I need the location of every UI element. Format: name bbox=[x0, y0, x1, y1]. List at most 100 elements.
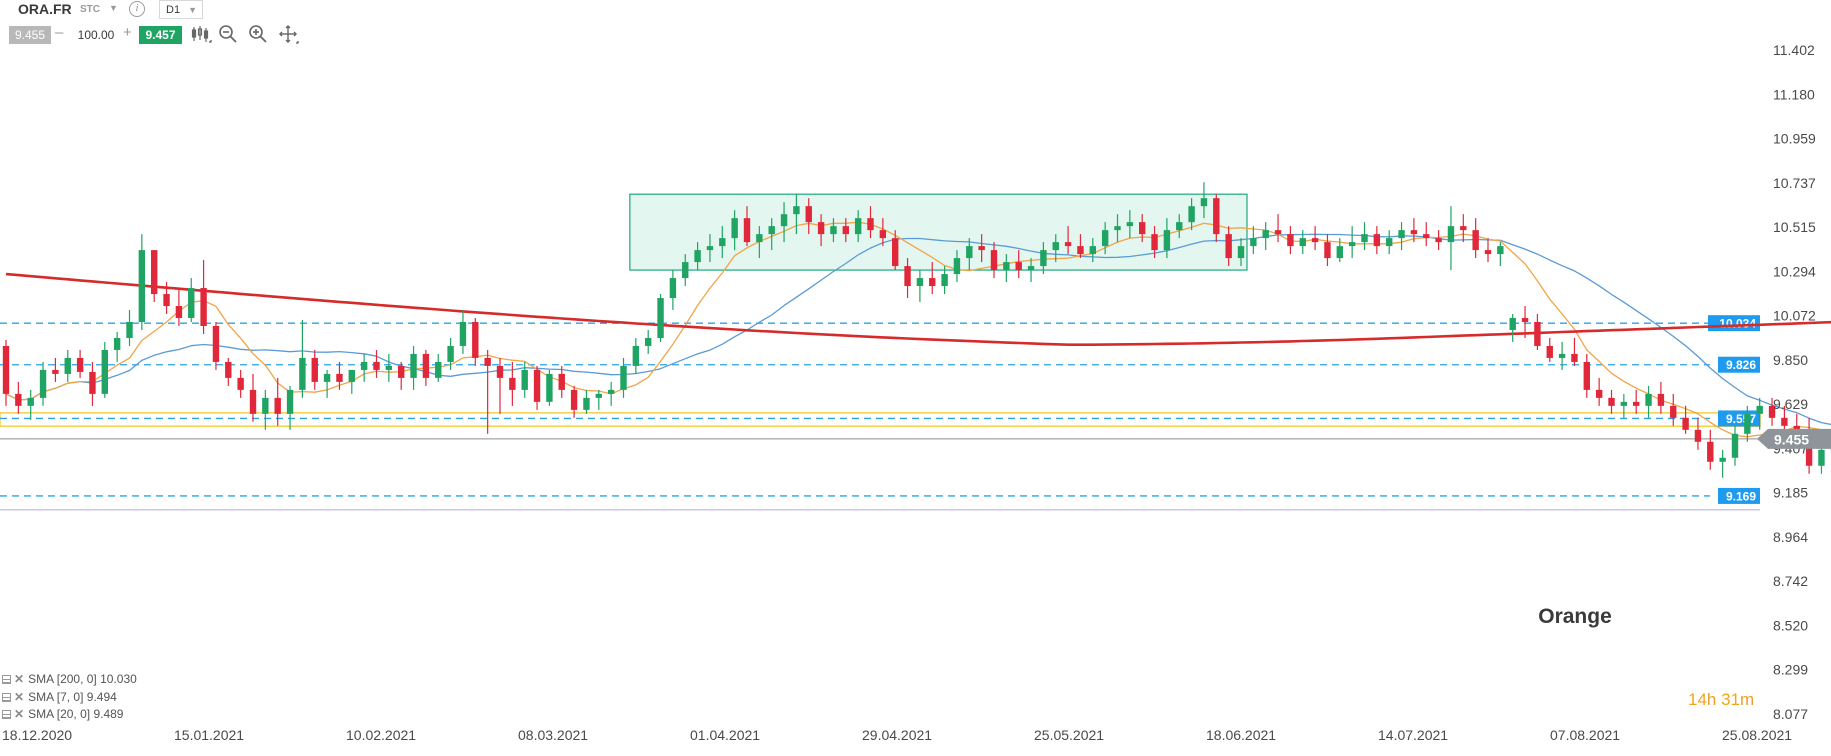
candle bbox=[607, 389, 615, 394]
candle bbox=[1768, 405, 1776, 418]
candle bbox=[126, 321, 133, 338]
close-icon[interactable]: ✕ bbox=[14, 672, 25, 686]
candle bbox=[200, 288, 207, 326]
candle bbox=[546, 373, 553, 402]
candle bbox=[793, 206, 800, 215]
settings-icon[interactable] bbox=[2, 675, 11, 684]
candle bbox=[1003, 262, 1010, 271]
candle bbox=[682, 262, 689, 279]
symbol-dropdown-icon[interactable]: ▼ bbox=[109, 3, 118, 13]
candle bbox=[966, 246, 973, 259]
candle bbox=[1657, 393, 1665, 406]
indicator-value: 9.489 bbox=[93, 707, 124, 721]
candle bbox=[1595, 389, 1603, 398]
sell-price-button[interactable]: 9.455 bbox=[9, 26, 51, 44]
x-tick-label: 15.01.2021 bbox=[174, 727, 244, 743]
interval-select[interactable]: D1 ▼ bbox=[159, 0, 203, 19]
candle bbox=[212, 325, 220, 362]
candle bbox=[373, 361, 380, 370]
candle bbox=[39, 369, 47, 398]
candle bbox=[175, 306, 183, 318]
candle bbox=[1262, 230, 1269, 239]
current-price-label: 9.455 bbox=[1774, 431, 1809, 447]
candle bbox=[1731, 433, 1739, 458]
candle bbox=[929, 278, 936, 287]
buy-price-button[interactable]: 9.457 bbox=[139, 26, 182, 44]
candle bbox=[632, 345, 640, 366]
sma-7-line bbox=[5, 221, 1831, 438]
settings-icon[interactable] bbox=[2, 692, 11, 702]
candle bbox=[1250, 238, 1257, 247]
candle bbox=[1793, 425, 1800, 430]
candle bbox=[1509, 317, 1516, 330]
candle bbox=[1682, 417, 1689, 430]
settings-icon[interactable] bbox=[2, 710, 11, 719]
candle bbox=[595, 393, 602, 398]
candle bbox=[398, 365, 405, 378]
candle bbox=[101, 349, 108, 394]
candle bbox=[1744, 413, 1751, 434]
candle bbox=[435, 361, 442, 378]
volume-decrease-button[interactable]: – bbox=[55, 24, 64, 41]
candle-countdown: 14h 31m bbox=[1688, 690, 1755, 709]
y-tick-label: 8.077 bbox=[1773, 706, 1808, 722]
candle bbox=[978, 246, 985, 251]
close-icon[interactable]: ✕ bbox=[14, 689, 25, 704]
y-tick-label: 10.737 bbox=[1773, 175, 1816, 191]
symbol-label[interactable]: ORA.FR bbox=[18, 1, 72, 17]
volume-input[interactable]: 100.00 bbox=[77, 28, 115, 42]
indicator-sma-7[interactable]: ✕ SMA [7, 0] 9.494 bbox=[2, 689, 137, 707]
y-tick-label: 10.515 bbox=[1773, 219, 1816, 235]
level-label: 10.034 bbox=[1719, 317, 1756, 331]
y-tick-label: 9.185 bbox=[1773, 485, 1808, 501]
candle bbox=[657, 298, 664, 338]
candle bbox=[1435, 238, 1442, 243]
candle bbox=[669, 278, 677, 299]
y-tick-label: 9.629 bbox=[1773, 396, 1808, 412]
candle bbox=[1719, 457, 1726, 462]
candle bbox=[1139, 222, 1146, 235]
candle bbox=[830, 226, 837, 235]
candle bbox=[743, 218, 751, 243]
info-icon[interactable]: i bbox=[129, 1, 145, 17]
candle bbox=[1398, 230, 1405, 239]
y-tick-label: 11.402 bbox=[1773, 42, 1815, 58]
candle bbox=[1311, 238, 1319, 243]
zoom-out-icon[interactable] bbox=[217, 23, 239, 45]
candle bbox=[768, 226, 775, 235]
x-tick-label: 18.06.2021 bbox=[1206, 727, 1276, 743]
candles-icon[interactable] bbox=[190, 23, 212, 45]
candle bbox=[620, 365, 627, 390]
candle bbox=[645, 337, 652, 346]
candle bbox=[805, 206, 812, 223]
volume-increase-button[interactable]: + bbox=[123, 24, 132, 41]
crosshair-move-icon[interactable] bbox=[277, 23, 299, 45]
candle bbox=[1694, 429, 1702, 442]
candle bbox=[1781, 417, 1788, 426]
x-tick-label: 01.04.2021 bbox=[690, 727, 760, 743]
close-icon[interactable]: ✕ bbox=[14, 707, 25, 721]
candle bbox=[496, 365, 504, 378]
level-label: 9.169 bbox=[1726, 489, 1756, 503]
x-tick-label: 25.08.2021 bbox=[1722, 727, 1792, 743]
candle bbox=[422, 353, 430, 378]
candle bbox=[1213, 198, 1220, 235]
zoom-in-icon[interactable] bbox=[247, 23, 269, 45]
candle bbox=[484, 357, 491, 366]
indicator-sma-20[interactable]: ✕ SMA [20, 0] 9.489 bbox=[2, 706, 137, 724]
candle bbox=[262, 397, 269, 414]
indicator-legend: ✕ SMA [200, 0] 10.030 ✕ SMA [7, 0] 9.494 ✕… bbox=[2, 671, 137, 724]
candle bbox=[151, 250, 158, 295]
candle bbox=[76, 357, 84, 372]
indicator-sma-200[interactable]: ✕ SMA [200, 0] 10.030 bbox=[2, 671, 137, 689]
level-label: 9.826 bbox=[1726, 358, 1756, 372]
candle bbox=[904, 266, 911, 287]
candle bbox=[1497, 246, 1504, 255]
level-label-bg bbox=[1718, 356, 1760, 373]
y-tick-label: 8.299 bbox=[1773, 662, 1808, 678]
candle bbox=[1534, 321, 1541, 346]
x-tick-label: 29.04.2021 bbox=[862, 727, 932, 743]
candle bbox=[286, 389, 294, 414]
candle bbox=[1818, 449, 1825, 466]
